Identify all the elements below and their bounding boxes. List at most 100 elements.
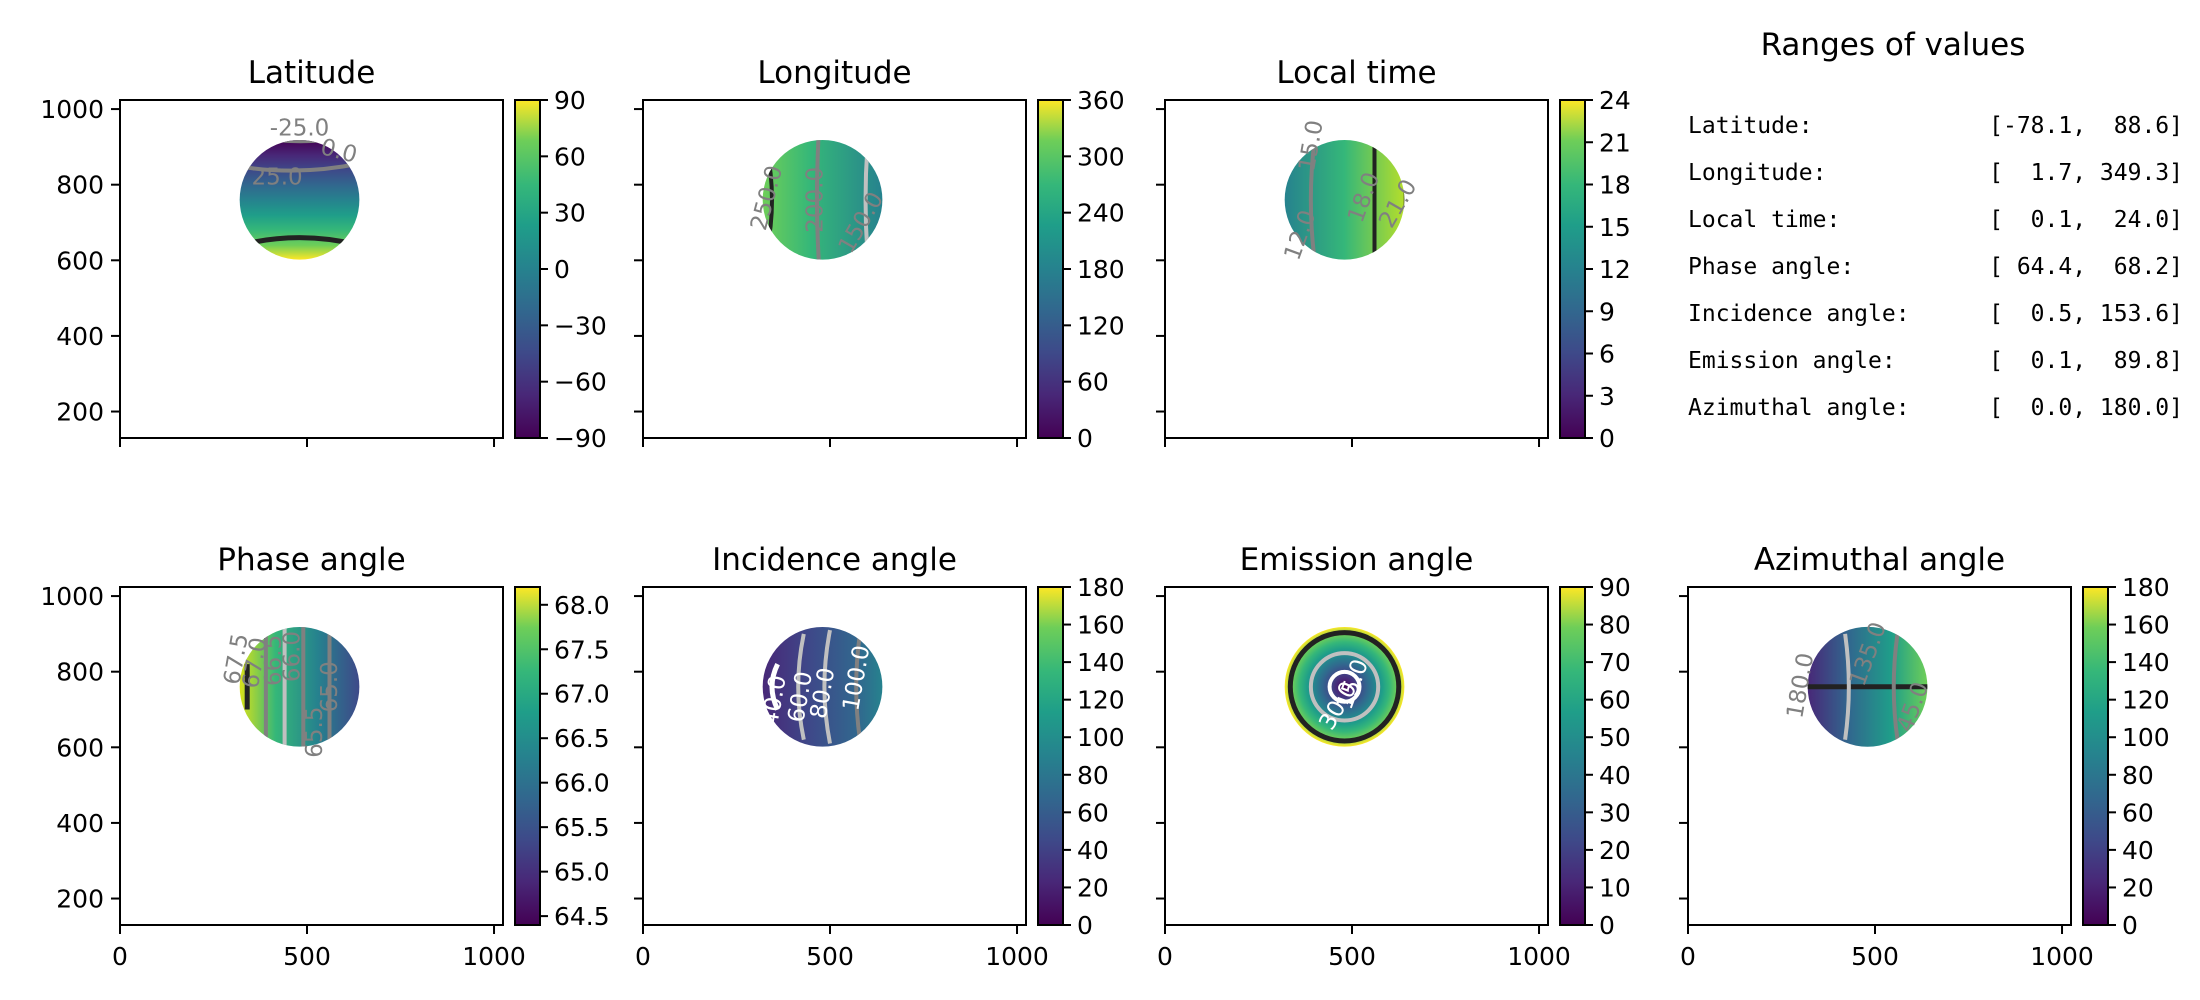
y-tick-label: 400 — [56, 809, 104, 838]
range-label: Phase angle: — [1688, 254, 1854, 280]
disc-field — [762, 139, 883, 260]
contour-lines — [1308, 139, 1405, 260]
contour-label: 65.5 — [302, 707, 328, 758]
x-tick-label: 500 — [806, 942, 854, 971]
range-value: [ 0.5, 153.6] — [1989, 301, 2183, 327]
contour-label: 66.5 — [261, 635, 287, 686]
contour-line — [796, 633, 806, 741]
colorbar-tick-label: 160 — [1077, 611, 1125, 640]
colorbar-tick-label: 0 — [1599, 424, 1615, 453]
panel-title: Local time — [1276, 55, 1436, 91]
colorbar-tick-label: 40 — [1077, 836, 1109, 865]
panel-title: Longitude — [757, 55, 911, 91]
contour-label: -25.0 — [270, 116, 330, 142]
colorbar-tick-label: 20 — [1077, 873, 1109, 902]
range-value: [ 64.4, 68.2] — [1989, 254, 2183, 280]
range-value: [ 1.7, 349.3] — [1989, 160, 2183, 186]
x-tick-label: 1000 — [1507, 942, 1571, 971]
panel-title: Phase angle — [217, 542, 405, 578]
disc-field — [1284, 626, 1405, 747]
colorbar-tick-label: 120 — [2122, 686, 2170, 715]
y-tick-label: 200 — [56, 398, 104, 427]
colorbar — [514, 99, 541, 439]
colorbar-tick-label: 120 — [1077, 311, 1125, 340]
colorbar-tick-label: 6 — [1599, 340, 1615, 369]
panel-title: Azimuthal angle — [1754, 542, 2005, 578]
colorbar-tick-label: −90 — [554, 424, 607, 453]
colorbar-tick-label: 0 — [2122, 911, 2138, 940]
contour-line — [769, 662, 780, 711]
colorbar-tick-label: 0 — [1599, 911, 1615, 940]
colorbar — [2082, 586, 2109, 926]
colorbar-tick-label: 100 — [1077, 723, 1125, 752]
x-tick-label: 0 — [635, 942, 651, 971]
x-tick-label: 0 — [1157, 942, 1173, 971]
panel-title: Latitude — [248, 55, 376, 91]
colorbar-tick-label: 66.5 — [554, 724, 610, 753]
colorbar-tick-label: 120 — [1077, 686, 1125, 715]
colorbar-tick-label: 0 — [1077, 911, 1093, 940]
colorbar-tick-label: 240 — [1077, 199, 1125, 228]
contour-line — [1843, 633, 1851, 740]
x-tick-label: 500 — [1851, 942, 1899, 971]
contour-label: 200.0 — [803, 167, 829, 233]
axes-frame — [1164, 99, 1549, 439]
x-tick-label: 500 — [283, 942, 331, 971]
colorbar-tick-label: 300 — [1077, 142, 1125, 171]
colorbar-tick-label: 90 — [1599, 573, 1631, 602]
range-label: Latitude: — [1688, 113, 1813, 139]
colorbar-tick-label: 90 — [554, 86, 586, 115]
colorbar-tick-label: 180 — [2122, 573, 2170, 602]
x-tick-label: 1000 — [985, 942, 1049, 971]
colorbar-tick-label: 30 — [1599, 798, 1631, 827]
range-label: Longitude: — [1688, 160, 1826, 186]
y-tick-label: 600 — [56, 733, 104, 762]
x-tick-label: 1000 — [462, 942, 526, 971]
contour-label: 66.0 — [280, 631, 306, 682]
colorbar-tick-label: 60 — [1077, 368, 1109, 397]
contour-line — [1891, 633, 1900, 740]
colorbar-tick-label: 20 — [1599, 836, 1631, 865]
colorbar-tick-label: 70 — [1599, 648, 1631, 677]
colorbar-tick-label: 100 — [2122, 723, 2170, 752]
colorbar-tick-label: 64.5 — [554, 902, 610, 931]
colorbar-tick-label: 60 — [2122, 798, 2154, 827]
colorbar — [514, 586, 541, 926]
y-tick-label: 400 — [56, 322, 104, 351]
colorbar-tick-label: 67.5 — [554, 635, 610, 664]
ranges-panel: Ranges of values Latitude: [-78.1, 88.6] Lo… — [1688, 27, 2183, 421]
y-tick-label: 800 — [56, 658, 104, 687]
colorbar-tick-label: 50 — [1599, 723, 1631, 752]
contour-lines — [769, 629, 862, 744]
y-tick-label: 600 — [56, 246, 104, 275]
colorbar-tick-label: 160 — [2122, 611, 2170, 640]
colorbar-tick-label: 3 — [1599, 382, 1615, 411]
range-value: [ 0.1, 24.0] — [1989, 207, 2183, 233]
colorbar-tick-label: 15 — [1599, 213, 1631, 242]
colorbar-tick-label: 30 — [554, 199, 586, 228]
colorbar-tick-label: 10 — [1599, 873, 1631, 902]
contour-label: 65.0 — [317, 661, 343, 712]
axes-frame — [642, 99, 1027, 439]
range-label: Incidence angle: — [1688, 301, 1910, 327]
y-tick-label: 1000 — [40, 95, 104, 124]
contour-line — [1327, 669, 1362, 704]
range-label: Azimuthal angle: — [1688, 395, 1910, 421]
x-tick-label: 500 — [1328, 942, 1376, 971]
panel-phase-angle: Phase angle67.567.066.566.065.065.520040… — [40, 542, 609, 971]
colorbar — [1559, 99, 1586, 439]
colorbar-tick-label: 9 — [1599, 297, 1615, 326]
colorbar-tick-label: 180 — [1077, 573, 1125, 602]
colorbar-tick-label: 68.0 — [554, 591, 610, 620]
colorbar-tick-label: 65.0 — [554, 858, 610, 887]
colorbar-tick-label: 60 — [1599, 686, 1631, 715]
contour-lines — [1287, 630, 1402, 744]
colorbar-tick-label: 140 — [1077, 648, 1125, 677]
range-value: [-78.1, 88.6] — [1989, 113, 2183, 139]
contour-line — [854, 633, 862, 740]
colorbar-tick-label: 66.0 — [554, 769, 610, 798]
colorbar-tick-label: 18 — [1599, 171, 1631, 200]
